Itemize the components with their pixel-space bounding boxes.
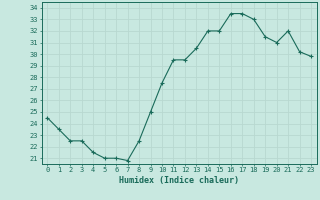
X-axis label: Humidex (Indice chaleur): Humidex (Indice chaleur) xyxy=(119,176,239,185)
